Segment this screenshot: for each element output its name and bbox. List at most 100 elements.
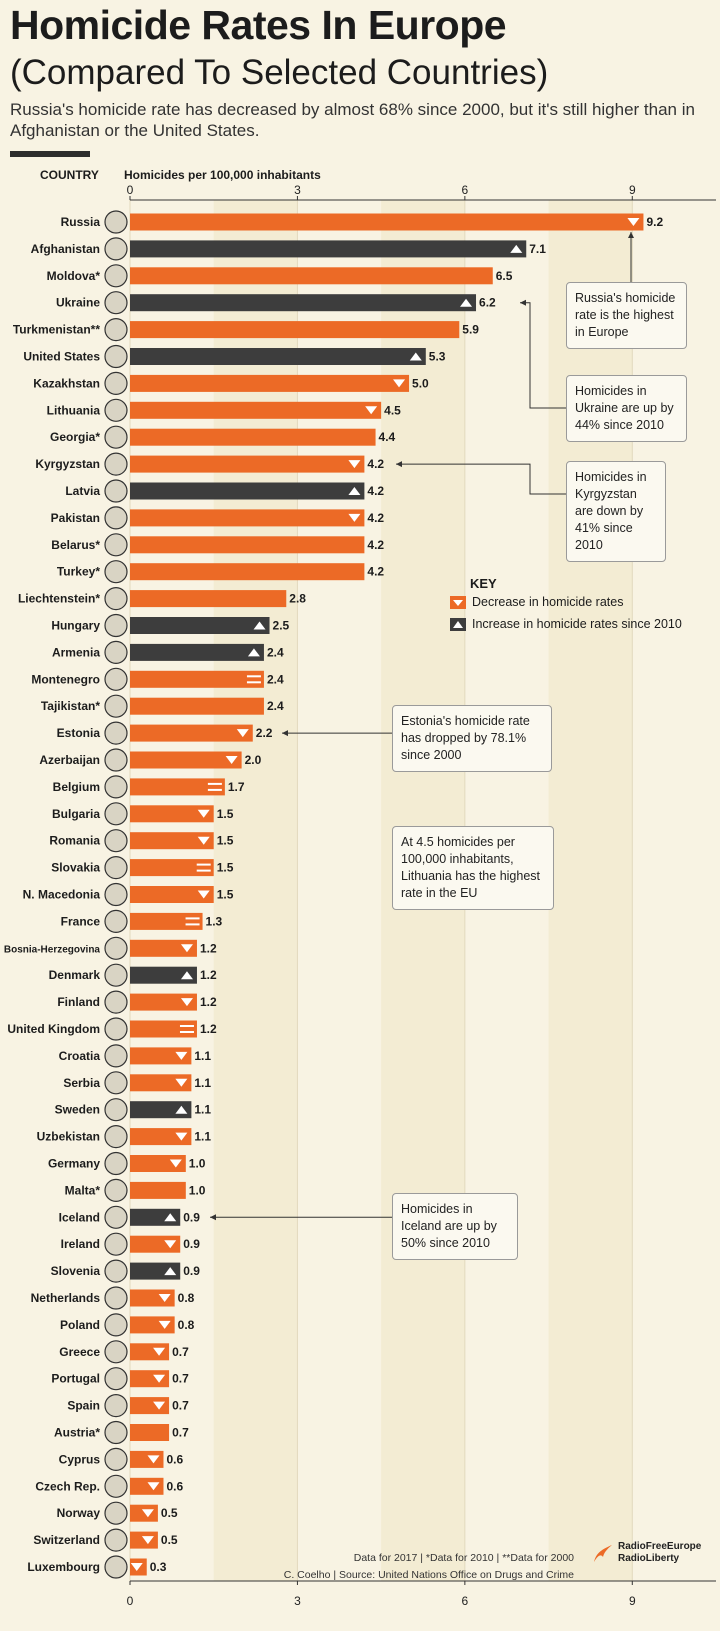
bar-austria [130,1424,170,1441]
marker-down-germany [169,1159,182,1168]
country-label-kyrgyzstan: Kyrgyzstan [35,457,100,471]
bar-lithuania [130,401,382,419]
bar-finland [130,993,197,1011]
country-label-turkey: Turkey* [57,565,100,579]
value-label-switzerland: 0.5 [161,1533,178,1547]
marker-down-spain [153,1401,166,1410]
value-label-czech-rep: 0.6 [166,1479,183,1493]
callout-estonia: Estonia's homicide rate has dropped by 7… [392,705,552,772]
value-label-turkey: 4.2 [367,565,384,579]
value-label-afghanistan: 7.1 [529,242,546,256]
flag-icon-afghanistan [104,237,128,261]
bar-tajikistan [130,697,264,715]
marker-down-russia [627,218,640,226]
value-label-france: 1.3 [206,914,223,928]
value-label-pakistan: 4.2 [367,511,384,525]
country-label-ukraine: Ukraine [56,296,100,310]
value-label-belarus: 4.2 [367,538,384,552]
flag-icon-bulgaria [104,802,128,826]
country-column-header: COUNTRY [40,168,99,182]
country-label-greece: Greece [59,1345,100,1359]
marker-down-greece [153,1347,166,1356]
value-label-moldova: 6.5 [496,269,513,283]
value-label-poland: 0.8 [178,1318,195,1332]
value-label-netherlands: 0.8 [178,1291,195,1305]
country-label-tajikistan: Tajikistan* [41,699,100,713]
value-label-hungary: 2.5 [273,619,290,633]
country-label-serbia: Serbia [63,1076,100,1090]
flag-icon-luxembourg [104,1555,128,1579]
x-tick-label-top: 3 [294,183,301,197]
rferl-flame-icon [594,1545,612,1562]
country-label-russia: Russia [61,215,101,229]
marker-equal-slovakia [196,869,211,872]
country-label-malta: Malta* [65,1183,101,1197]
flag-icon-uzbekistan [104,1124,128,1149]
marker-up-united-states [409,352,422,361]
bar-n-macedonia [130,886,214,903]
callout-ukraine: Homicides in Ukraine are up by 44% since… [566,375,687,442]
country-label-czech-rep: Czech Rep. [35,1479,100,1493]
marker-down-ireland [164,1240,177,1249]
flag-icon-norway [104,1501,128,1525]
flag-icon-cyprus [104,1447,128,1472]
x-tick-label-top: 0 [127,183,134,197]
marker-equal-france [185,917,200,920]
marker-down-lithuania [365,406,378,415]
bar-bosnia-herzegovina [130,939,197,957]
flag-icon-ukraine [104,291,128,315]
country-label-azerbaijan: Azerbaijan [39,753,100,767]
value-label-azerbaijan: 2.0 [245,753,262,767]
value-label-montenegro: 2.4 [267,672,284,686]
country-label-spain: Spain [67,1399,100,1413]
legend-label-decrease: Decrease in homicide rates [472,595,624,609]
legend-item-increase: Increase in homicide rates since 2010 [450,617,682,631]
bar-slovenia [130,1262,181,1280]
flag-icon-turkey [104,560,128,584]
country-label-netherlands: Netherlands [31,1291,101,1305]
flag-icon-greece [104,1340,128,1364]
country-label-latvia: Latvia [65,484,100,498]
country-label-austria: Austria* [54,1426,100,1440]
marker-down-azerbaijan [225,756,238,764]
country-label-poland: Poland [60,1318,100,1332]
marker-up-latvia [348,487,361,495]
value-label-sweden: 1.1 [194,1103,211,1117]
bar-ireland [130,1235,181,1253]
marker-down-serbia [175,1078,188,1087]
flag-icon-liechtenstein [104,586,128,611]
country-label-bosnia-herzegovina: Bosnia-Herzegovina [4,944,101,955]
callout-kyrgyzstan: Homicides in Kyrgyzstan are down by 41% … [566,461,666,562]
bar-czech-rep [130,1477,164,1495]
value-label-malta: 1.0 [189,1183,206,1197]
bar-russia [130,213,644,231]
value-label-kazakhstan: 5.0 [412,376,429,390]
marker-down-poland [158,1320,171,1329]
connector-ukraine-arrowhead [520,299,526,306]
value-label-uzbekistan: 1.1 [194,1130,211,1144]
country-label-cyprus: Cyprus [59,1452,101,1466]
country-label-estonia: Estonia [57,726,101,740]
flag-icon-lithuania [104,398,128,422]
flag-icon-slovenia [104,1259,128,1283]
callout-iceland: Homicides in Iceland are up by 50% since… [392,1193,518,1260]
connector-kyrgyzstan-arrowhead [396,461,402,468]
page-description: Russia's homicide rate has decreased by … [10,100,695,140]
bar-turkmenistan [130,321,460,339]
country-label-turkmenistan: Turkmenistan** [13,323,100,337]
value-label-cyprus: 0.6 [166,1452,183,1466]
marker-equal-belgium [207,782,222,785]
flag-icon-croatia [104,1044,128,1068]
country-label-france: France [61,914,101,928]
bar-united-states [130,348,426,365]
legend-title: KEY [470,576,497,591]
country-label-switzerland: Switzerland [33,1533,100,1547]
marker-up-afghanistan [510,244,523,253]
country-label-liechtenstein: Liechtenstein* [18,592,100,606]
bar-united-kingdom [130,1020,197,1038]
bar-pakistan [130,509,365,527]
legend-swatch-decrease [450,595,466,609]
marker-equal-france [185,923,200,926]
flag-icon-turkmenistan [104,318,128,342]
flag-icon-n-macedonia [104,882,128,907]
